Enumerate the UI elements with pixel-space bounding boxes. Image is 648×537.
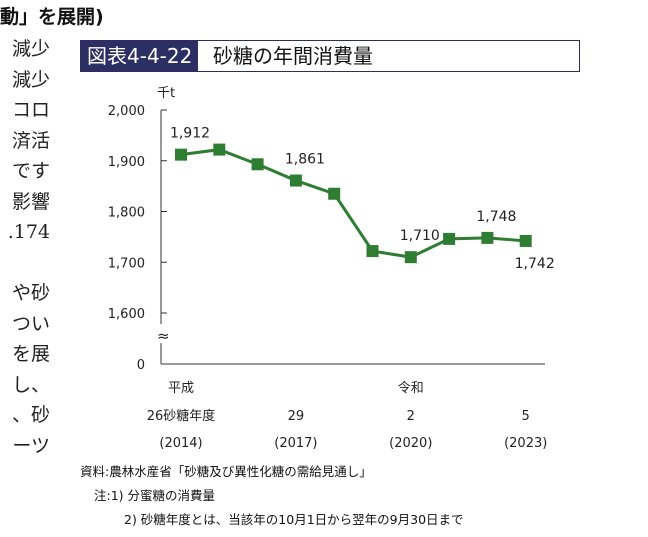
data-point [213, 143, 226, 156]
footnotes: 資料:農林水産省「砂糖及び異性化糖の需給見通し」 注:1) 分蜜糖の消費量 2)… [80, 460, 464, 532]
side-text-line: 減少 [11, 38, 50, 60]
side-text-line: や砂 [11, 282, 50, 304]
source-note: 資料:農林水産省「砂糖及び異性化糖の需給見通し」 [80, 464, 372, 479]
heading-fragment: 動」を展開) [0, 6, 104, 28]
side-text-line: を展 [11, 343, 50, 365]
x-year-label: 2 [407, 409, 415, 424]
data-label: 1,748 [476, 209, 516, 225]
x-western-year-label: (2020) [389, 436, 432, 451]
figure-id: 図表4-4-22 [81, 41, 199, 71]
y-unit-label: 千t [157, 86, 175, 101]
y-tick-label: 1,600 [108, 307, 145, 322]
y-tick-label: 2,000 [108, 104, 145, 119]
side-text-line: です [11, 160, 50, 182]
x-era-label: 平成 [168, 381, 194, 396]
data-point [328, 187, 341, 200]
data-point [443, 232, 456, 245]
note-2: 2) 砂糖年度とは、当該年の10月1日から翌年の9月30日まで [124, 512, 464, 527]
axis-break-symbol: ≈ [157, 327, 170, 345]
side-text-line: 影響 [11, 190, 50, 213]
data-label: 1,912 [170, 126, 210, 142]
side-text-line: 済活 [11, 129, 50, 152]
y-tick-label: 1,700 [108, 256, 145, 271]
x-western-year-label: (2017) [274, 436, 317, 451]
x-era-label: 令和 [398, 381, 424, 396]
data-point [366, 245, 379, 258]
note-1: 注:1) 分蜜糖の消費量 [94, 488, 216, 503]
side-text-line: し、 [11, 373, 50, 396]
x-western-year-label: (2023) [504, 436, 547, 451]
side-text-line: ーツ [12, 434, 50, 457]
data-point [251, 158, 264, 171]
data-point [175, 148, 187, 161]
side-text-line: 、砂 [11, 404, 50, 426]
data-point [519, 234, 532, 247]
side-text-line: .174 [7, 221, 50, 243]
x-year-label: 5 [522, 409, 530, 424]
series-line [180, 148, 526, 259]
y-tick-label-zero: 0 [137, 358, 145, 373]
data-point [289, 174, 302, 187]
x-year-label: 29 [288, 409, 305, 424]
side-text-line: つい [11, 312, 50, 335]
data-label: 1,742 [515, 256, 555, 272]
data-label: 1,861 [285, 152, 325, 168]
figure-title-box: 図表4-4-22 砂糖の年間消費量 [80, 40, 580, 72]
data-label: 1,710 [400, 228, 440, 244]
data-point [404, 251, 417, 264]
data-point [481, 231, 494, 244]
side-text-line: コロ [11, 99, 50, 121]
x-year-label: 26砂糖年度 [147, 408, 216, 424]
side-text-column: 減少 減少 コロ 済活 です 影響 .174 や砂 つい を展 し、 、砂 ーツ [0, 34, 50, 461]
side-text-line: 減少 [11, 68, 50, 91]
figure-title: 砂糖の年間消費量 [213, 44, 373, 68]
y-tick-label: 1,900 [108, 155, 145, 170]
y-tick-label: 1,800 [108, 206, 145, 221]
x-western-year-label: (2014) [159, 436, 202, 451]
